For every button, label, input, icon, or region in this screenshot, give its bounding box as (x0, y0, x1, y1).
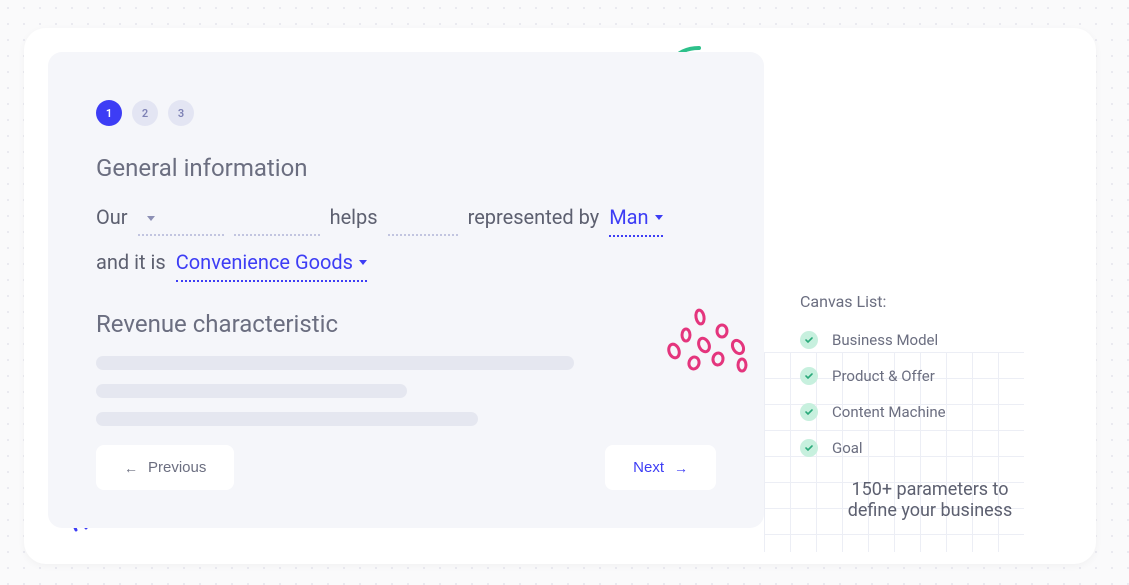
canvas-item-goal[interactable]: Goal (800, 439, 1060, 457)
next-button[interactable]: Next → (605, 445, 716, 490)
arrow-right-icon: → (674, 460, 688, 476)
canvas-list-title: Canvas List: (800, 292, 1060, 311)
canvas-item-content-machine[interactable]: Content Machine (800, 403, 1060, 421)
goods-type-dropdown[interactable]: Convenience Goods (176, 245, 367, 282)
pink-dots-accent (660, 305, 760, 375)
blank-dropdown-1[interactable] (138, 200, 224, 236)
check-icon (800, 367, 818, 385)
app-card: 1 2 3 General information Our helps repr… (24, 28, 1096, 564)
persona-value: Man (609, 200, 648, 234)
chevron-down-icon (359, 260, 367, 265)
check-icon (800, 403, 818, 421)
placeholder-line (96, 384, 407, 398)
previous-button[interactable]: ← Previous (96, 445, 234, 490)
wizard-nav: ← Previous Next → (96, 445, 716, 490)
word-and-it-is: and it is (96, 245, 166, 279)
canvas-item-label: Content Machine (832, 403, 946, 421)
chevron-down-icon (655, 215, 663, 220)
tagline: 150+ parameters to define your business (800, 479, 1060, 521)
word-our: Our (96, 200, 128, 234)
side-panel: Canvas List: Business Model Product & Of… (764, 28, 1096, 564)
canvas-item-label: Business Model (832, 331, 938, 349)
madlib-sentence: Our helps represented by Man and it is C… (96, 200, 716, 282)
step-3[interactable]: 3 (168, 100, 194, 126)
check-icon (800, 439, 818, 457)
next-label: Next (633, 459, 664, 476)
persona-dropdown[interactable]: Man (609, 200, 662, 237)
previous-label: Previous (148, 459, 206, 476)
blank-input-2[interactable] (388, 200, 458, 236)
step-1[interactable]: 1 (96, 100, 122, 126)
word-helps: helps (330, 200, 378, 234)
canvas-item-label: Product & Offer (832, 367, 935, 385)
wizard-panel: 1 2 3 General information Our helps repr… (48, 52, 764, 528)
goods-type-value: Convenience Goods (176, 245, 353, 279)
check-icon (800, 331, 818, 349)
general-section-title: General information (96, 154, 716, 182)
stepper: 1 2 3 (96, 100, 716, 126)
revenue-section-title: Revenue characteristic (96, 310, 716, 338)
canvas-item-product-offer[interactable]: Product & Offer (800, 367, 1060, 385)
blank-input-1[interactable] (234, 200, 320, 236)
placeholder-line (96, 356, 574, 370)
step-2[interactable]: 2 (132, 100, 158, 126)
canvas-item-business-model[interactable]: Business Model (800, 331, 1060, 349)
revenue-placeholder-block (96, 356, 574, 426)
arrow-left-icon: ← (124, 460, 138, 476)
placeholder-line (96, 412, 478, 426)
canvas-item-label: Goal (832, 439, 863, 457)
word-represented-by: represented by (468, 200, 600, 234)
